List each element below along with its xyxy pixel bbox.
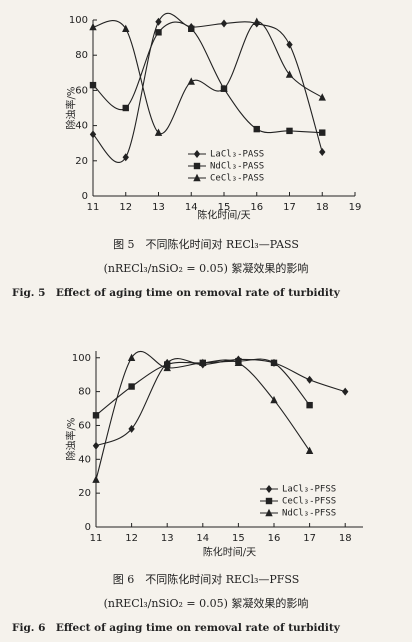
caption: Fig. 6 Effect of aging time on removal r… — [12, 622, 341, 634]
legend-marker — [193, 162, 201, 170]
legend-marker — [265, 485, 273, 493]
y-tick-label: 20 — [78, 488, 91, 499]
x-axis-label: 陈化时间/天 — [203, 546, 256, 559]
x-tick-label: 17 — [303, 533, 316, 544]
x-tick-label: 16 — [250, 202, 263, 213]
caption: (nRECl₃/nSiO₂ = 0.05) 絮凝效果的影响 — [104, 261, 309, 275]
marker — [270, 395, 278, 404]
marker — [306, 375, 313, 384]
legend-label: CeCl₃-PFSS — [282, 497, 336, 507]
caption: Fig. 5 Effect of aging time on removal r… — [12, 287, 341, 299]
marker — [188, 25, 195, 32]
marker — [305, 446, 314, 455]
caption: 图 5 不同陈化时间对 RECl₃—PASS — [113, 237, 299, 251]
x-tick-label: 19 — [349, 202, 362, 213]
y-tick-label: 100 — [72, 353, 91, 364]
legend-label: LaCl₃-PASS — [210, 150, 264, 160]
x-tick-label: 12 — [119, 202, 132, 213]
caption: 图 6 不同陈化时间对 RECl₃—PFSS — [113, 572, 300, 586]
legend-label: NdCl₃-PASS — [210, 162, 264, 172]
marker — [92, 412, 100, 419]
marker — [122, 24, 130, 32]
x-axis-label: 陈化时间/天 — [197, 209, 250, 222]
x-tick-label: 11 — [90, 533, 103, 544]
marker — [155, 29, 162, 36]
x-tick-label: 13 — [161, 533, 174, 544]
series-line — [92, 20, 323, 134]
marker — [154, 128, 163, 136]
marker — [127, 353, 136, 361]
y-tick-label: 100 — [69, 15, 88, 26]
marker — [253, 17, 261, 25]
marker — [199, 358, 207, 367]
y-tick-label: 0 — [82, 191, 88, 202]
x-tick-label: 14 — [185, 202, 198, 213]
marker — [319, 148, 326, 156]
marker — [306, 401, 313, 409]
marker — [342, 387, 349, 396]
y-tick-label: 40 — [75, 121, 88, 132]
series-line — [95, 350, 311, 480]
marker — [319, 129, 326, 136]
y-tick-label: 60 — [75, 85, 88, 96]
x-tick-label: 18 — [339, 533, 352, 544]
series-line — [92, 21, 323, 134]
marker — [286, 40, 293, 49]
legend-marker — [265, 497, 273, 505]
marker — [92, 475, 100, 483]
y-axis-label: 除浊率/% — [65, 87, 78, 130]
y-tick-label: 40 — [78, 454, 91, 465]
legend-label: NdCl₃-PFSS — [282, 509, 336, 519]
marker — [128, 383, 135, 390]
marker — [285, 70, 294, 78]
series-line — [92, 12, 323, 163]
y-tick-label: 80 — [78, 387, 91, 398]
marker — [128, 424, 135, 433]
y-tick-label: 80 — [75, 50, 88, 61]
marker — [89, 22, 97, 31]
y-tick-label: 0 — [85, 522, 91, 533]
marker — [220, 84, 228, 92]
marker — [187, 77, 195, 85]
x-tick-label: 13 — [152, 202, 165, 213]
x-tick-label: 16 — [268, 533, 281, 544]
y-tick-label: 60 — [78, 420, 91, 431]
x-tick-label: 17 — [283, 202, 296, 213]
marker — [163, 363, 171, 372]
caption: (nRECl₃/nSiO₂ = 0.05) 絮凝效果的影响 — [104, 596, 309, 610]
marker — [92, 441, 100, 450]
legend-marker — [193, 173, 201, 182]
marker — [234, 358, 243, 367]
marker — [270, 359, 278, 367]
marker — [318, 93, 326, 101]
marker — [122, 153, 129, 162]
legend-label: CeCl₃-PASS — [210, 174, 264, 184]
marker — [220, 19, 228, 28]
x-tick-label: 15 — [218, 202, 231, 213]
x-tick-label: 18 — [316, 202, 329, 213]
marker — [253, 125, 260, 133]
marker — [155, 17, 162, 26]
marker — [89, 130, 97, 139]
legend-label: LaCl₃-PFSS — [282, 485, 336, 495]
x-tick-label: 15 — [232, 533, 245, 544]
x-tick-label: 14 — [196, 533, 209, 544]
x-tick-label: 11 — [87, 202, 100, 213]
legend-marker — [193, 150, 201, 158]
marker — [122, 104, 129, 112]
y-axis-label: 除浊率/% — [65, 418, 78, 461]
marker — [286, 127, 293, 135]
legend-marker — [265, 508, 273, 517]
marker — [89, 81, 97, 89]
y-tick-label: 20 — [75, 156, 88, 167]
x-tick-label: 12 — [125, 533, 138, 544]
